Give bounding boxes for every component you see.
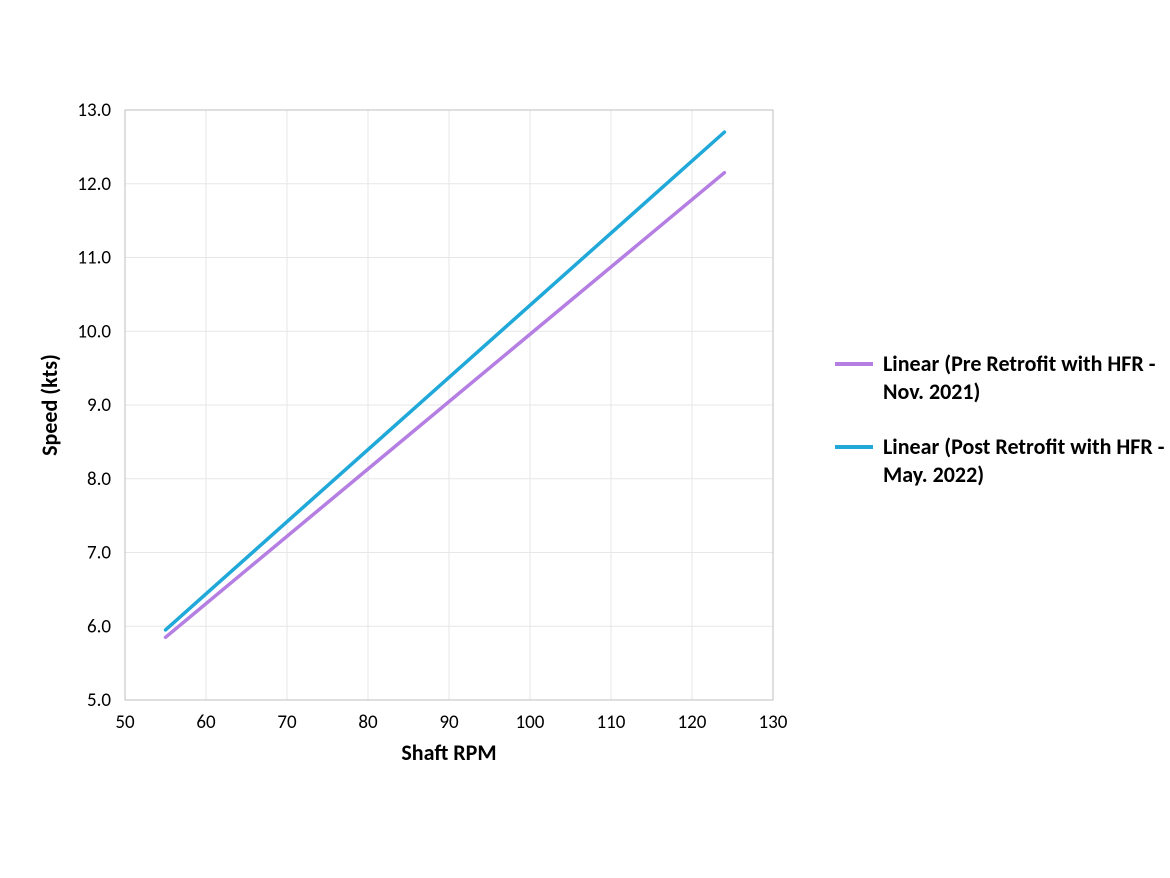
legend-item-post: Linear (Post Retrofit with HFR - May. 20… [835,433,1170,488]
x-tick-label: 70 [277,711,297,734]
x-tick-label: 100 [516,711,545,734]
x-tick-label: 120 [678,711,707,734]
x-tick-label: 80 [358,711,378,734]
legend-label-post: Linear (Post Retrofit with HFR - May. 20… [883,433,1170,488]
series-post [166,132,725,630]
y-tick-label: 12.0 [77,173,111,196]
y-axis-label: Speed (kts) [36,354,63,456]
y-tick-label: 9.0 [87,394,111,417]
legend-swatch-post [835,445,873,449]
line-chart: 50 60 70 80 90 100 110 120 130 5.0 6.0 7.0 8.0 9.0 10.… [35,100,787,785]
x-tick-label: 60 [196,711,216,734]
legend-label-pre: Linear (Pre Retrofit with HFR - Nov. 202… [883,350,1170,405]
x-tick-label: 110 [597,711,626,734]
x-tick-label: 50 [115,711,135,734]
legend: Linear (Pre Retrofit with HFR - Nov. 202… [835,350,1170,516]
chart-svg: 50 60 70 80 90 100 110 120 130 5.0 6.0 7.0 8.0 9.0 10.… [35,100,787,780]
y-tick-label: 10.0 [77,320,111,343]
chart-stage: 50 60 70 80 90 100 110 120 130 5.0 6.0 7.0 8.0 9.0 10.… [0,0,1170,878]
y-tick-label: 7.0 [87,542,111,565]
x-tick-label: 130 [759,711,787,734]
y-tick-label: 8.0 [87,468,111,491]
y-tick-label: 5.0 [87,689,111,712]
x-tick-label: 90 [439,711,459,734]
y-tick-label: 13.0 [77,100,111,122]
x-axis-label: Shaft RPM [401,739,496,766]
y-tick-label: 11.0 [77,247,111,270]
legend-swatch-pre [835,362,873,366]
legend-item-pre: Linear (Pre Retrofit with HFR - Nov. 202… [835,350,1170,405]
y-tick-label: 6.0 [87,615,111,638]
